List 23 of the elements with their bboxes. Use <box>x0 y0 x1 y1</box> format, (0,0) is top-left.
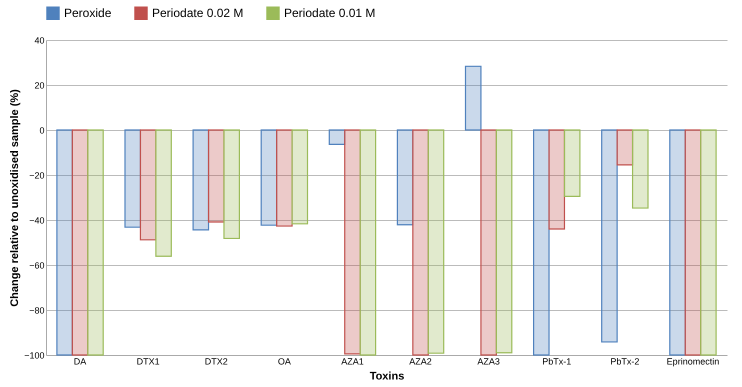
x-tick-label: PbTx-2 <box>610 356 640 366</box>
legend-label: Peroxide <box>64 6 112 20</box>
x-tick-label: AZA1 <box>341 356 364 366</box>
legend-label: Periodate 0.02 M <box>152 6 244 20</box>
y-tick-label: −40 <box>29 216 44 226</box>
y-tick-label: −80 <box>29 306 44 316</box>
x-tick-label: DTX2 <box>204 356 228 366</box>
x-tick-label: AZA2 <box>409 356 432 366</box>
x-tick-label: OA <box>278 356 291 366</box>
x-tick-label: Eprinomectin <box>666 356 720 366</box>
y-tick-label: 40 <box>34 36 44 46</box>
legend-label: Periodate 0.01 M <box>284 6 376 20</box>
y-tick-label: −100 <box>24 350 44 360</box>
y-tick-label: 0 <box>39 126 44 136</box>
y-tick-label: 20 <box>34 80 44 90</box>
x-tick-label: PbTx-1 <box>542 356 572 366</box>
x-tick-label: AZA3 <box>477 356 500 366</box>
y-tick-label: −20 <box>29 170 44 180</box>
x-axis-title: Toxins <box>370 370 404 382</box>
x-tick-label: DA <box>74 356 86 366</box>
y-tick-label: −60 <box>29 260 44 270</box>
y-axis-title: Change relative to unoxidised sample (%) <box>9 88 22 307</box>
x-tick-label: DTX1 <box>136 356 160 366</box>
